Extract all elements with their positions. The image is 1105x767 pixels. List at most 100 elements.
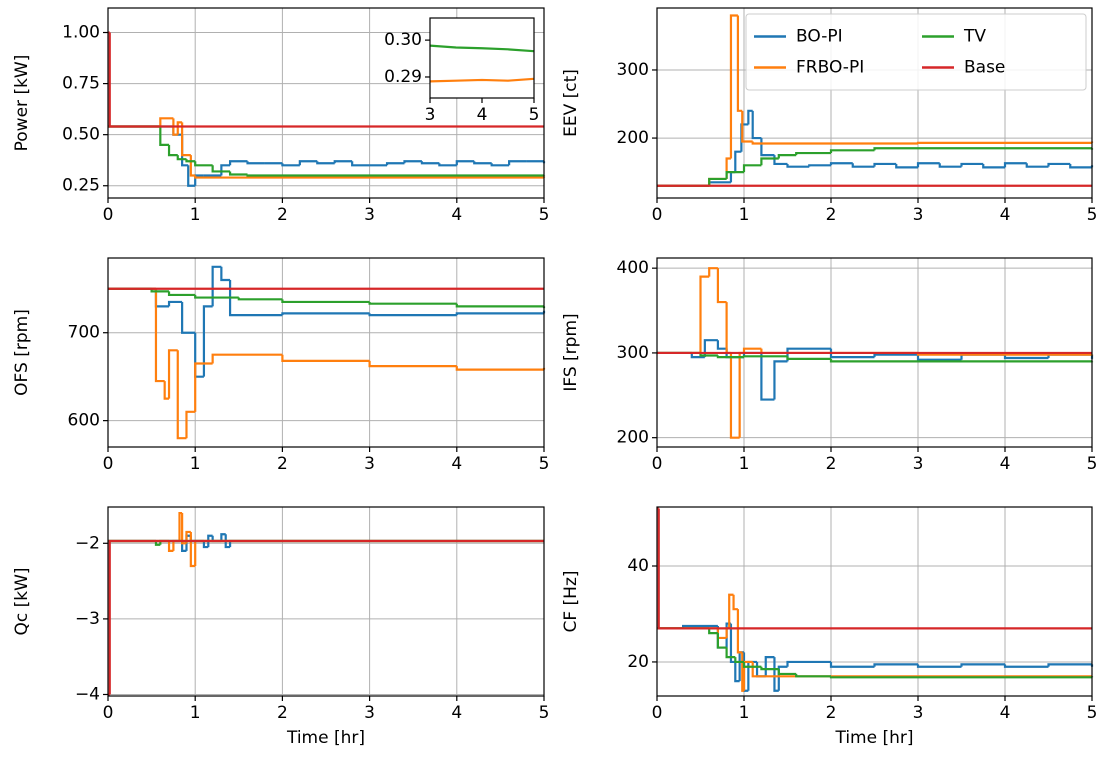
line-step — [246, 161, 265, 165]
line-step — [732, 594, 738, 611]
line-step — [734, 657, 744, 664]
x-tick-label: 1 — [739, 703, 750, 723]
y-axis-label: Power [kW] — [12, 55, 32, 152]
x-tick-label: 2 — [277, 454, 288, 474]
y-tick-label: 300 — [617, 60, 649, 80]
axes-frame — [429, 17, 535, 99]
line-step — [699, 275, 710, 353]
line-step — [760, 352, 775, 401]
line-step — [982, 163, 1005, 169]
line-step — [176, 350, 187, 440]
line-step — [185, 159, 196, 163]
x-tick-label: 3 — [364, 454, 375, 474]
line-step — [185, 530, 191, 544]
y-tick-label: 600 — [68, 411, 100, 431]
line-step — [786, 163, 810, 168]
line-step — [916, 354, 962, 361]
line-step — [764, 656, 775, 677]
x-tick-label: 3 — [913, 703, 924, 723]
line-step — [202, 305, 213, 377]
line-step — [1025, 163, 1049, 168]
line-step — [829, 149, 875, 154]
line-step — [455, 312, 544, 316]
y-tick-label: 700 — [68, 323, 100, 343]
line-step — [703, 339, 718, 358]
line-step — [368, 313, 457, 317]
y-tick-label: 200 — [617, 428, 649, 448]
line-step — [333, 160, 353, 164]
line-step — [187, 165, 196, 187]
line-step — [777, 665, 788, 691]
line-step — [938, 163, 962, 168]
line-step — [167, 300, 183, 307]
x-tick-label: 4 — [451, 703, 462, 723]
line-step — [455, 160, 475, 166]
line-step — [829, 348, 875, 359]
line-step — [795, 151, 831, 156]
line-step — [873, 147, 918, 151]
x-tick-label: 5 — [1087, 454, 1098, 474]
x-tick-label: 0 — [103, 454, 114, 474]
line-step — [194, 362, 213, 412]
line-step — [751, 110, 762, 140]
line-step — [176, 121, 183, 135]
y-axis-label: OFS [rpm] — [12, 309, 32, 396]
line-step — [742, 355, 788, 358]
axes: 0 1 2 3 4 5 600 700 — [68, 257, 549, 474]
line-step — [281, 299, 370, 304]
line-step — [734, 150, 742, 173]
axes-frame — [107, 257, 545, 448]
x-tick-label: 3 — [364, 205, 375, 225]
line-step — [725, 627, 730, 638]
line-step — [237, 297, 283, 301]
line-step — [403, 160, 422, 164]
line-step — [729, 352, 740, 439]
line-step — [167, 144, 178, 157]
line-step — [708, 628, 718, 635]
line-step — [873, 353, 918, 358]
x-tick-label: 5 — [1087, 703, 1098, 723]
x-tick-label: 1 — [739, 205, 750, 225]
line-step — [154, 541, 161, 546]
line-step — [773, 360, 788, 400]
line-step — [368, 301, 457, 305]
line-step — [1047, 162, 1071, 167]
x-tick-label: 3 — [913, 454, 924, 474]
line-step — [455, 303, 544, 308]
x-tick-label: 3 — [913, 205, 924, 225]
x-axis-label: Time [hr] — [834, 728, 913, 748]
line-step — [734, 661, 740, 683]
line-step — [167, 291, 196, 297]
axes: 0 1 2 3 4 5 −4 −3 −2 — [75, 506, 549, 723]
line-step — [368, 360, 457, 368]
line-step — [176, 155, 187, 161]
line-step — [167, 349, 178, 399]
x-tick-label: 5 — [529, 105, 540, 125]
x-tick-label: 2 — [277, 205, 288, 225]
line-step — [298, 160, 318, 166]
line-step — [181, 122, 191, 157]
axes: 0 1 2 3 4 5 20 40 — [627, 506, 1098, 723]
line-step — [211, 265, 222, 307]
line-step — [716, 340, 727, 350]
y-tick-label: −3 — [75, 609, 100, 629]
line-step — [438, 163, 457, 167]
line-step — [163, 381, 170, 400]
line-step — [829, 162, 853, 166]
x-tick-label: 4 — [1000, 205, 1011, 225]
x-tick-label: 1 — [190, 205, 201, 225]
line-step — [690, 352, 705, 359]
line-step — [916, 141, 1092, 144]
line-step — [159, 126, 170, 146]
line-step — [228, 160, 248, 166]
line-step — [167, 541, 174, 552]
line-step — [728, 593, 734, 629]
line-series — [429, 77, 535, 83]
line-step — [725, 302, 731, 355]
x-tick-label: 4 — [477, 105, 488, 125]
line-step — [207, 534, 213, 548]
x-tick-label: 4 — [1000, 703, 1011, 723]
line-step — [786, 660, 831, 667]
x-axis-label: Time [hr] — [286, 728, 365, 748]
